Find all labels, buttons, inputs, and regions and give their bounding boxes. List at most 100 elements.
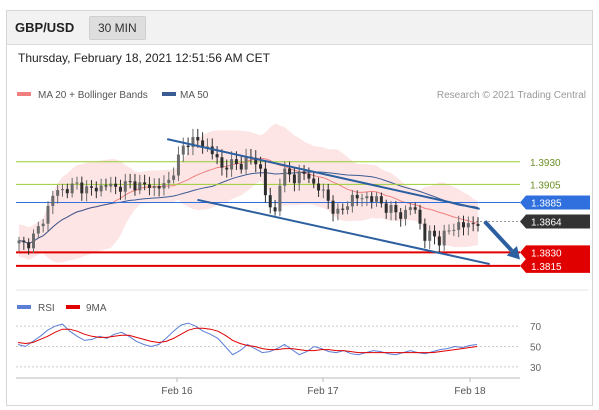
ma9-legend-label: 9MA bbox=[86, 303, 107, 314]
price-level-label-0: 1.3930 bbox=[530, 158, 561, 169]
candle-body bbox=[263, 168, 267, 196]
candle-body bbox=[462, 222, 466, 228]
candle-body bbox=[75, 182, 79, 184]
price-level-label-1: 1.3905 bbox=[530, 180, 561, 191]
candle-body bbox=[326, 189, 330, 201]
candle-body bbox=[176, 154, 180, 176]
candle-body bbox=[118, 186, 122, 192]
x-axis-ticks: Feb 16 Feb 17 Feb 18 bbox=[161, 378, 486, 397]
candle-body bbox=[51, 195, 55, 206]
candle-body bbox=[413, 207, 417, 210]
candle-body bbox=[157, 186, 161, 189]
candle-body bbox=[433, 230, 437, 237]
candle-body bbox=[360, 198, 364, 200]
chart-datetime: Thursday, February 18, 2021 12:51:56 AM … bbox=[18, 51, 270, 65]
ma50-line bbox=[18, 171, 479, 245]
forecast-arrow-shaft bbox=[483, 220, 514, 253]
candle-body bbox=[384, 203, 388, 213]
candle-body bbox=[196, 137, 200, 141]
candle-body bbox=[399, 212, 403, 219]
candle-body bbox=[346, 206, 350, 210]
candle-body bbox=[172, 175, 176, 180]
candle-body bbox=[46, 205, 50, 224]
candle-body bbox=[336, 208, 340, 214]
chart-header: GBP/USD 30 MIN bbox=[7, 11, 592, 45]
candle-body bbox=[418, 209, 422, 224]
candle-body bbox=[41, 223, 45, 227]
candle-body bbox=[476, 224, 480, 226]
rsi-tick-0: 70 bbox=[530, 322, 542, 333]
x-tick-label-1: Feb 17 bbox=[307, 386, 339, 397]
x-tick-label-0: Feb 16 bbox=[161, 386, 193, 397]
symbol-title: GBP/USD bbox=[15, 20, 75, 35]
price-level-tag-4 bbox=[520, 245, 590, 260]
candle-body bbox=[379, 196, 383, 204]
candle-body bbox=[273, 207, 277, 212]
rsi-ma9-line bbox=[17, 327, 478, 354]
candle-body bbox=[230, 159, 234, 170]
ma50-legend-label: MA 50 bbox=[180, 90, 209, 101]
candle-body bbox=[65, 189, 69, 194]
candle-body bbox=[220, 157, 224, 168]
candle-body bbox=[109, 183, 113, 187]
candle-body bbox=[302, 171, 306, 174]
candle-body bbox=[17, 240, 21, 244]
candle-body bbox=[27, 242, 31, 249]
bollinger-band-area bbox=[19, 123, 478, 263]
candle-body bbox=[292, 174, 296, 184]
candle-body bbox=[36, 226, 40, 234]
candle-body bbox=[452, 229, 456, 231]
bb-legend-label: MA 20 + Bollinger Bands bbox=[38, 90, 148, 101]
candle-body bbox=[404, 209, 408, 219]
candle-body bbox=[99, 185, 103, 192]
candle-body bbox=[288, 168, 292, 175]
candle-body bbox=[437, 236, 441, 246]
candle-body bbox=[89, 186, 93, 188]
candle-body bbox=[268, 195, 272, 208]
candle-body bbox=[297, 171, 301, 184]
candle-body bbox=[147, 184, 151, 189]
candle-body bbox=[312, 178, 316, 184]
forecast-arrow-head bbox=[506, 246, 520, 260]
price-level-label-2: 1.3885 bbox=[531, 199, 562, 210]
candle-body bbox=[60, 189, 64, 191]
candles bbox=[17, 128, 480, 255]
candle-body bbox=[254, 157, 258, 165]
candle-body bbox=[143, 182, 147, 185]
candle-body bbox=[457, 222, 461, 230]
candle-body bbox=[244, 156, 248, 170]
candle-body bbox=[186, 145, 190, 148]
timeframe-badge[interactable]: 30 MIN bbox=[89, 16, 146, 40]
rsi-legend-label: RSI bbox=[38, 303, 55, 314]
candle-body bbox=[167, 179, 171, 184]
price-level-tag-5 bbox=[520, 258, 590, 273]
candle-body bbox=[278, 185, 282, 212]
upper-trendline bbox=[166, 138, 480, 210]
candle-body bbox=[128, 181, 132, 183]
candle-body bbox=[234, 159, 238, 165]
candle-body bbox=[471, 223, 475, 225]
candle-body bbox=[442, 230, 446, 246]
candle-body bbox=[123, 181, 127, 192]
rsi-plot: 70 50 30 bbox=[16, 322, 542, 374]
main-plot: 1.3930 1.3905 1.3885 1.3864 1.3830 1.3815 bbox=[16, 123, 590, 273]
candle-body bbox=[201, 140, 205, 148]
candle-body bbox=[239, 164, 243, 170]
x-tick-label-2: Feb 18 bbox=[454, 386, 486, 397]
candle-body bbox=[389, 205, 393, 213]
candle-body bbox=[370, 196, 374, 202]
candle-body bbox=[114, 183, 118, 187]
candle-body bbox=[394, 205, 398, 213]
candle-body bbox=[162, 183, 166, 189]
candle-body bbox=[80, 182, 84, 194]
price-level-label-4: 1.3830 bbox=[531, 248, 562, 259]
candle-body bbox=[283, 168, 287, 186]
candle-body bbox=[56, 190, 60, 196]
rsi-tick-2: 30 bbox=[530, 363, 542, 374]
candle-body bbox=[104, 185, 108, 187]
candle-body bbox=[321, 189, 325, 191]
candle-body bbox=[355, 194, 359, 199]
candle-body bbox=[317, 183, 321, 191]
candle-body bbox=[375, 196, 379, 202]
